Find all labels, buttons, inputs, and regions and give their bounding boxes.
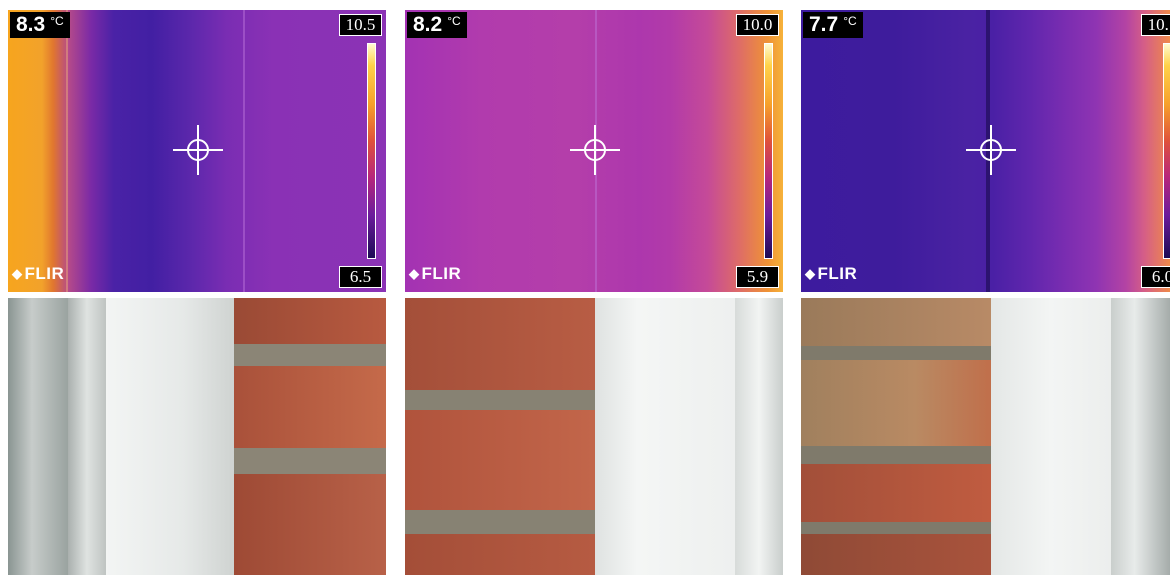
flir-logo-icon: ◆ [409,266,420,281]
visual-photo-1 [8,298,386,575]
spot-temperature-readout: 8.3 °C [10,12,70,38]
brick-wall [234,298,386,575]
window-frame [68,298,106,575]
spot-temperature-readout: 7.7 °C [803,12,863,38]
scale-max-label: 10.0 [736,14,779,36]
scale-min-label: 6.0 [1141,266,1170,288]
spot-crosshair-icon [570,125,620,175]
window-frame [735,298,783,575]
scale-max-label: 10.1 [1141,14,1170,36]
visual-photo-2 [405,298,783,575]
brick-wall [405,298,595,575]
thermal-image-1: 8.3 °C 10.5 6.5 ◆ FLIR [8,10,386,292]
thermal-image-2: 8.2 °C 10.0 5.9 ◆ FLIR [405,10,783,292]
temperature-unit: °C [843,14,857,28]
flir-logo: ◆ FLIR [12,264,64,284]
window-glass [8,298,68,575]
thermal-image-3: 7.7 °C 10.1 6.0 ◆ FLIR [801,10,1170,292]
mortar-line [243,10,245,292]
flir-logo: ◆ FLIR [805,264,857,284]
spot-crosshair-icon [966,125,1016,175]
scale-min-label: 5.9 [736,266,779,288]
spot-temperature-value: 8.2 [413,13,443,36]
flir-logo: ◆ FLIR [409,264,461,284]
brand-text: FLIR [817,264,858,283]
temperature-unit: °C [50,14,64,28]
color-scale-bar [367,43,376,259]
brand-text: FLIR [24,264,65,283]
spot-crosshair-icon [173,125,223,175]
flir-logo-icon: ◆ [12,266,23,281]
scale-min-label: 6.5 [339,266,382,288]
spot-temperature-value: 7.7 [809,13,839,36]
white-frame [106,298,234,575]
mortar-line [66,10,68,292]
window-glass [1111,298,1170,575]
color-scale-bar [764,43,773,259]
scale-max-label: 10.5 [339,14,382,36]
white-frame [991,298,1111,575]
spot-temperature-value: 8.3 [16,13,46,36]
color-scale-bar [1163,43,1170,259]
brand-text: FLIR [421,264,462,283]
visual-photo-3 [801,298,1170,575]
spot-temperature-readout: 8.2 °C [407,12,467,38]
flir-logo-icon: ◆ [805,266,816,281]
temperature-unit: °C [447,14,461,28]
brick-wall [801,298,991,575]
caption-fragment [0,0,1170,5]
white-frame [595,298,735,575]
